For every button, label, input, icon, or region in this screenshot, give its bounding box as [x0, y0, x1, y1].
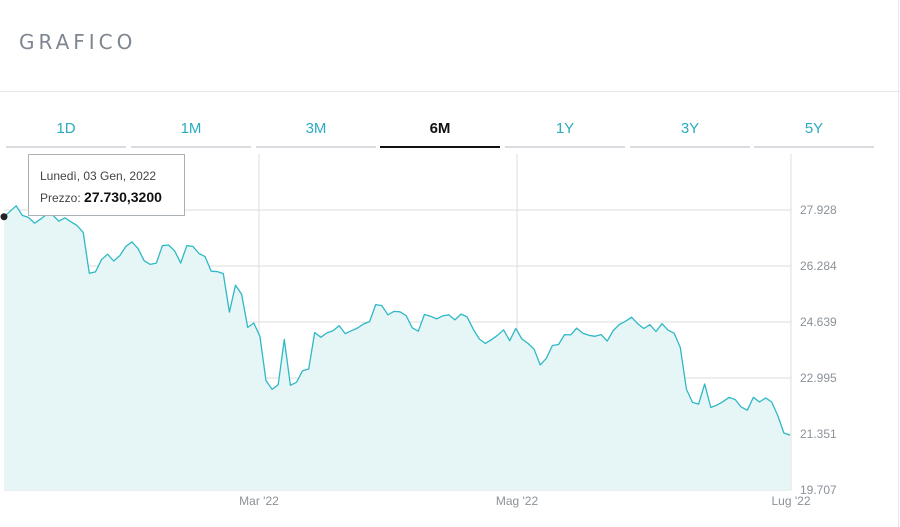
tooltip-price-label: Prezzo:	[40, 191, 81, 205]
tab-1d[interactable]: 1D	[6, 112, 126, 148]
y-tick-label: 19.707	[800, 483, 837, 497]
page-title: GRAFICO	[19, 30, 137, 54]
tab-3m[interactable]: 3M	[256, 112, 376, 148]
y-tick-label: 24.639	[800, 315, 837, 329]
header-divider	[0, 91, 900, 92]
timeframe-tabs: 1D 1M 3M 6M 1Y 3Y 5Y	[6, 112, 880, 148]
tab-1m[interactable]: 1M	[131, 112, 251, 148]
tooltip-price-row: Prezzo: 27.730,3200	[40, 187, 184, 209]
tooltip-price-value: 27.730,3200	[84, 189, 162, 205]
tooltip-date: Lunedì, 03 Gen, 2022	[40, 169, 157, 183]
y-tick-label: 27.928	[800, 203, 837, 217]
tab-3y[interactable]: 3Y	[630, 112, 750, 148]
x-tick-label: Mar '22	[239, 494, 279, 508]
y-tick-label: 21.351	[800, 427, 837, 441]
hover-point-marker	[0, 213, 8, 221]
x-tick-label: Lug '22	[772, 494, 811, 508]
tab-5y[interactable]: 5Y	[754, 112, 874, 148]
x-tick-label: Mag '22	[496, 494, 539, 508]
y-tick-label: 26.284	[800, 259, 837, 273]
price-tooltip: Lunedì, 03 Gen, 2022 Prezzo: 27.730,3200	[28, 154, 185, 216]
tab-6m[interactable]: 6M	[380, 112, 500, 148]
series-area	[4, 205, 790, 491]
series-line	[3, 205, 791, 436]
y-tick-label: 22.995	[800, 371, 837, 385]
tab-1y[interactable]: 1Y	[505, 112, 625, 148]
